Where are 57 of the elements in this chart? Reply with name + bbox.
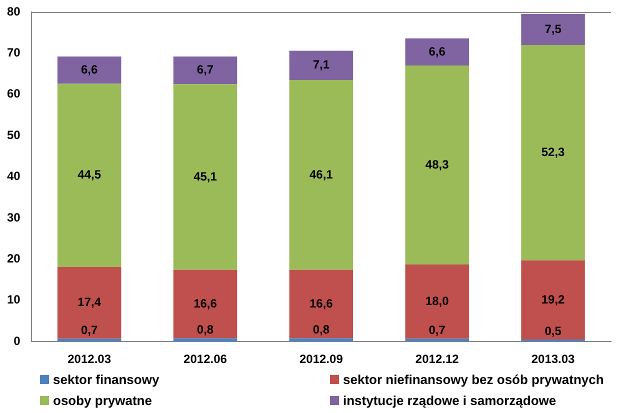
bar	[289, 50, 354, 80]
y-tick-label: 30	[6, 210, 21, 224]
y-tick-label: 10	[6, 292, 21, 307]
data-label: 0,7	[428, 323, 446, 338]
x-tick-label: 2012.03	[68, 352, 112, 366]
bar	[57, 56, 122, 84]
y-tick-label: 50	[6, 128, 21, 142]
legend-label: sektor niefinansowy bez osób prywatnych	[342, 372, 605, 387]
x-tick-label: 2013.03	[531, 352, 576, 366]
data-label: 17,4	[78, 295, 102, 310]
data-label: 7,5	[544, 22, 562, 36]
bar	[289, 80, 354, 270]
data-label: 0,5	[544, 324, 562, 338]
bar	[405, 66, 469, 265]
data-label: 19,2	[541, 292, 566, 306]
y-tick-label: 0	[14, 334, 21, 348]
bar	[405, 38, 469, 66]
x-tick-label: 2012.09	[299, 352, 344, 366]
bar	[173, 338, 238, 342]
data-label: 6,6	[80, 62, 98, 76]
bar	[57, 84, 122, 268]
bar	[289, 338, 354, 342]
y-tick-label: 40	[6, 169, 21, 184]
data-label: 45,1	[194, 169, 218, 184]
y-tick-label: 70	[6, 46, 21, 60]
data-label: 0,8	[312, 322, 330, 337]
legend-label: sektor finansowy	[52, 372, 160, 387]
data-label: 6,7	[196, 62, 214, 77]
bar	[173, 56, 238, 84]
legend-label: instytucje rządowe i samorządowe	[342, 393, 558, 408]
data-label: 7,1	[312, 58, 330, 72]
bar	[405, 264, 469, 339]
data-label: 18,0	[425, 294, 450, 308]
data-label: 46,1	[309, 167, 334, 182]
x-tick-label: 2012.12	[415, 352, 460, 366]
bar	[521, 44, 585, 260]
y-tick-label: 60	[6, 86, 21, 101]
bar	[173, 270, 238, 338]
x-tick-label: 2012.06	[184, 352, 228, 366]
data-label: 6,6	[428, 44, 446, 58]
bar	[521, 260, 585, 340]
data-label: 44,5	[78, 168, 102, 182]
bar	[289, 270, 354, 338]
data-label: 16,6	[194, 296, 218, 310]
bar	[57, 267, 122, 339]
bar	[57, 338, 122, 342]
bar	[405, 338, 469, 342]
bar	[173, 84, 238, 270]
bar	[521, 14, 585, 45]
y-tick-label: 80	[6, 4, 21, 18]
legend-label: osoby prywatne	[52, 393, 153, 408]
data-label: 0,8	[196, 322, 214, 337]
data-label: 48,3	[425, 157, 450, 172]
data-label: 0,7	[80, 323, 98, 338]
data-label: 52,3	[541, 145, 566, 160]
y-tick-label: 20	[6, 252, 21, 266]
data-label: 16,6	[309, 296, 334, 310]
